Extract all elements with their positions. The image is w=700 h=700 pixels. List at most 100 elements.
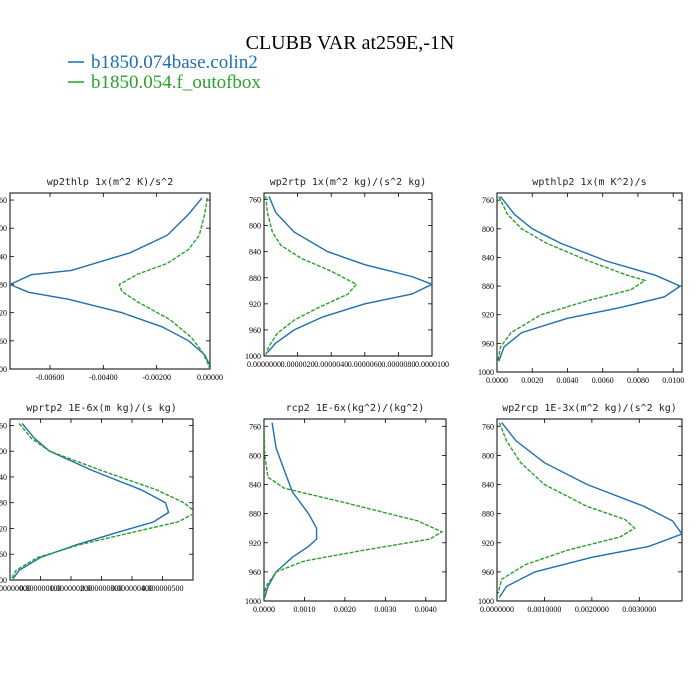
y-tick-label: 960: [482, 568, 494, 577]
panel-title: wp2thlp 1x(m^2 K)/s^2: [47, 177, 173, 188]
y-tick-label: 1000: [0, 365, 7, 374]
series-line-2: [497, 422, 636, 594]
x-tick-label: 0.0060: [592, 376, 614, 385]
y-tick-label: 840: [482, 253, 494, 262]
x-tick-label: 0.0000060: [348, 360, 382, 369]
y-tick-label: 1000: [245, 352, 261, 361]
y-tick-label: 800: [482, 451, 494, 460]
y-tick-label: 1000: [245, 597, 261, 606]
panel-1: wp2thlp 1x(m^2 K)/s^2 760 800 840 880 920 960 1…: [0, 177, 223, 382]
panel-3: wpthlp2 1x(m K^2)/s 760 800 840 880 920 960 100…: [478, 177, 684, 385]
panel-title: wprtp2 1E-6x(m kg)/(s kg): [26, 403, 177, 414]
series-line-2: [118, 197, 210, 369]
x-tick-label: 0.000000200: [50, 584, 92, 593]
series-line-1: [266, 196, 432, 354]
y-tick-label: 880: [482, 282, 494, 291]
series-line-1: [10, 197, 210, 366]
x-tick-label: 0.0000040: [314, 360, 348, 369]
x-tick-label: 0.0000000: [247, 360, 281, 369]
series-line-1: [264, 422, 318, 598]
axis-frame: [496, 192, 683, 373]
y-tick-label: 880: [0, 499, 7, 508]
x-tick-label: 0.0030: [374, 605, 396, 614]
chart-panels: wp2thlp 1x(m^2 K)/s^2 760 800 840 880 920 960 1…: [0, 177, 684, 614]
series-line-2: [265, 196, 358, 355]
panel-4: wprtp2 1E-6x(m kg)/(s kg) 760 800 840 880 920…: [0, 403, 194, 593]
x-tick-label: -0.00400: [89, 373, 118, 382]
axis-frame: [263, 418, 447, 602]
y-tick-label: 1000: [0, 576, 7, 585]
y-tick-label: 840: [482, 481, 494, 490]
series-line-2: [497, 196, 647, 362]
panel-6: wp2rcp 1E-3x(m^2 kg)/(s^2 kg) 760 800 840 88…: [478, 403, 683, 614]
y-tick-label: 880: [249, 510, 261, 519]
series-line-1: [498, 196, 682, 362]
y-tick-label: 760: [482, 196, 494, 205]
legend: b1850.074base.colin2 b1850.054.f_outofbo…: [68, 52, 261, 93]
x-tick-label: 0.000000100: [20, 584, 62, 593]
series-line-2: [264, 422, 444, 598]
x-tick-label: 0.0020: [521, 376, 543, 385]
y-tick-label: 800: [0, 447, 7, 456]
y-tick-label: 920: [0, 309, 7, 318]
panel-title: wp2rtp 1x(m^2 kg)/(s^2 kg): [270, 177, 427, 188]
x-tick-label: 0.0040: [415, 605, 437, 614]
series-line-2: [10, 423, 193, 580]
y-tick-label: 960: [0, 337, 7, 346]
y-tick-label: 920: [249, 300, 261, 309]
panel-title: wpthlp2 1x(m K^2)/s: [532, 177, 646, 188]
x-tick-label: -0.00600: [36, 373, 65, 382]
y-tick-label: 800: [482, 225, 494, 234]
x-tick-label: 0.0010: [293, 605, 315, 614]
y-tick-label: 800: [249, 222, 261, 231]
y-tick-label: 840: [0, 252, 7, 261]
y-tick-label: 960: [249, 568, 261, 577]
axis-frame: [9, 192, 211, 370]
x-tick-label: 0.0000000: [480, 605, 514, 614]
y-tick-label: 800: [249, 451, 261, 460]
panel-title: rcp2 1E-6x(kg^2)/(kg^2): [286, 403, 424, 414]
series-line-1: [12, 423, 170, 580]
axis-frame: [263, 192, 433, 357]
x-tick-label: 0.0040: [556, 376, 578, 385]
y-tick-label: 1000: [478, 368, 494, 377]
x-tick-label: 0.00000: [197, 373, 223, 382]
y-tick-label: 760: [0, 196, 7, 205]
y-tick-label: 920: [482, 539, 494, 548]
x-tick-label: 0.0030000: [622, 605, 656, 614]
x-tick-label: 0.0080: [627, 376, 649, 385]
y-tick-label: 960: [482, 339, 494, 348]
x-tick-label: 0.000000300: [81, 584, 123, 593]
x-tick-label: 0.0000: [486, 376, 508, 385]
x-tick-label: 0.000000500: [142, 584, 184, 593]
y-tick-label: 920: [249, 539, 261, 548]
x-tick-label: -0.00200: [142, 373, 171, 382]
y-tick-label: 840: [249, 248, 261, 257]
panel-2: wp2rtp 1x(m^2 kg)/(s^2 kg) 760 800 840 880 92…: [245, 177, 449, 369]
y-tick-label: 920: [0, 524, 7, 533]
panel-5: rcp2 1E-6x(kg^2)/(kg^2) 760 800 840 880 920 96…: [245, 403, 447, 614]
legend-label-2: b1850.054.f_outofbox: [91, 72, 261, 93]
y-tick-label: 840: [0, 473, 7, 482]
x-tick-label: 0.0000: [253, 605, 275, 614]
y-tick-label: 760: [249, 422, 261, 431]
x-tick-label: 0.0020: [334, 605, 356, 614]
x-tick-label: 0.0000020: [281, 360, 315, 369]
y-tick-label: 960: [249, 326, 261, 335]
y-tick-label: 760: [482, 422, 494, 431]
y-tick-label: 760: [0, 421, 7, 430]
x-tick-label: 0.000000400: [111, 584, 153, 593]
y-tick-label: 920: [482, 311, 494, 320]
y-tick-label: 840: [249, 481, 261, 490]
figure-title: CLUBB VAR at259E,-1N: [246, 32, 455, 54]
y-tick-label: 960: [0, 550, 7, 559]
axis-frame: [9, 418, 194, 581]
y-tick-label: 880: [249, 274, 261, 283]
y-tick-label: 880: [0, 281, 7, 290]
y-tick-label: 1000: [478, 597, 494, 606]
x-tick-label: 0.0000080: [381, 360, 415, 369]
series-line-1: [498, 422, 682, 598]
x-tick-label: 0.0020000: [575, 605, 609, 614]
